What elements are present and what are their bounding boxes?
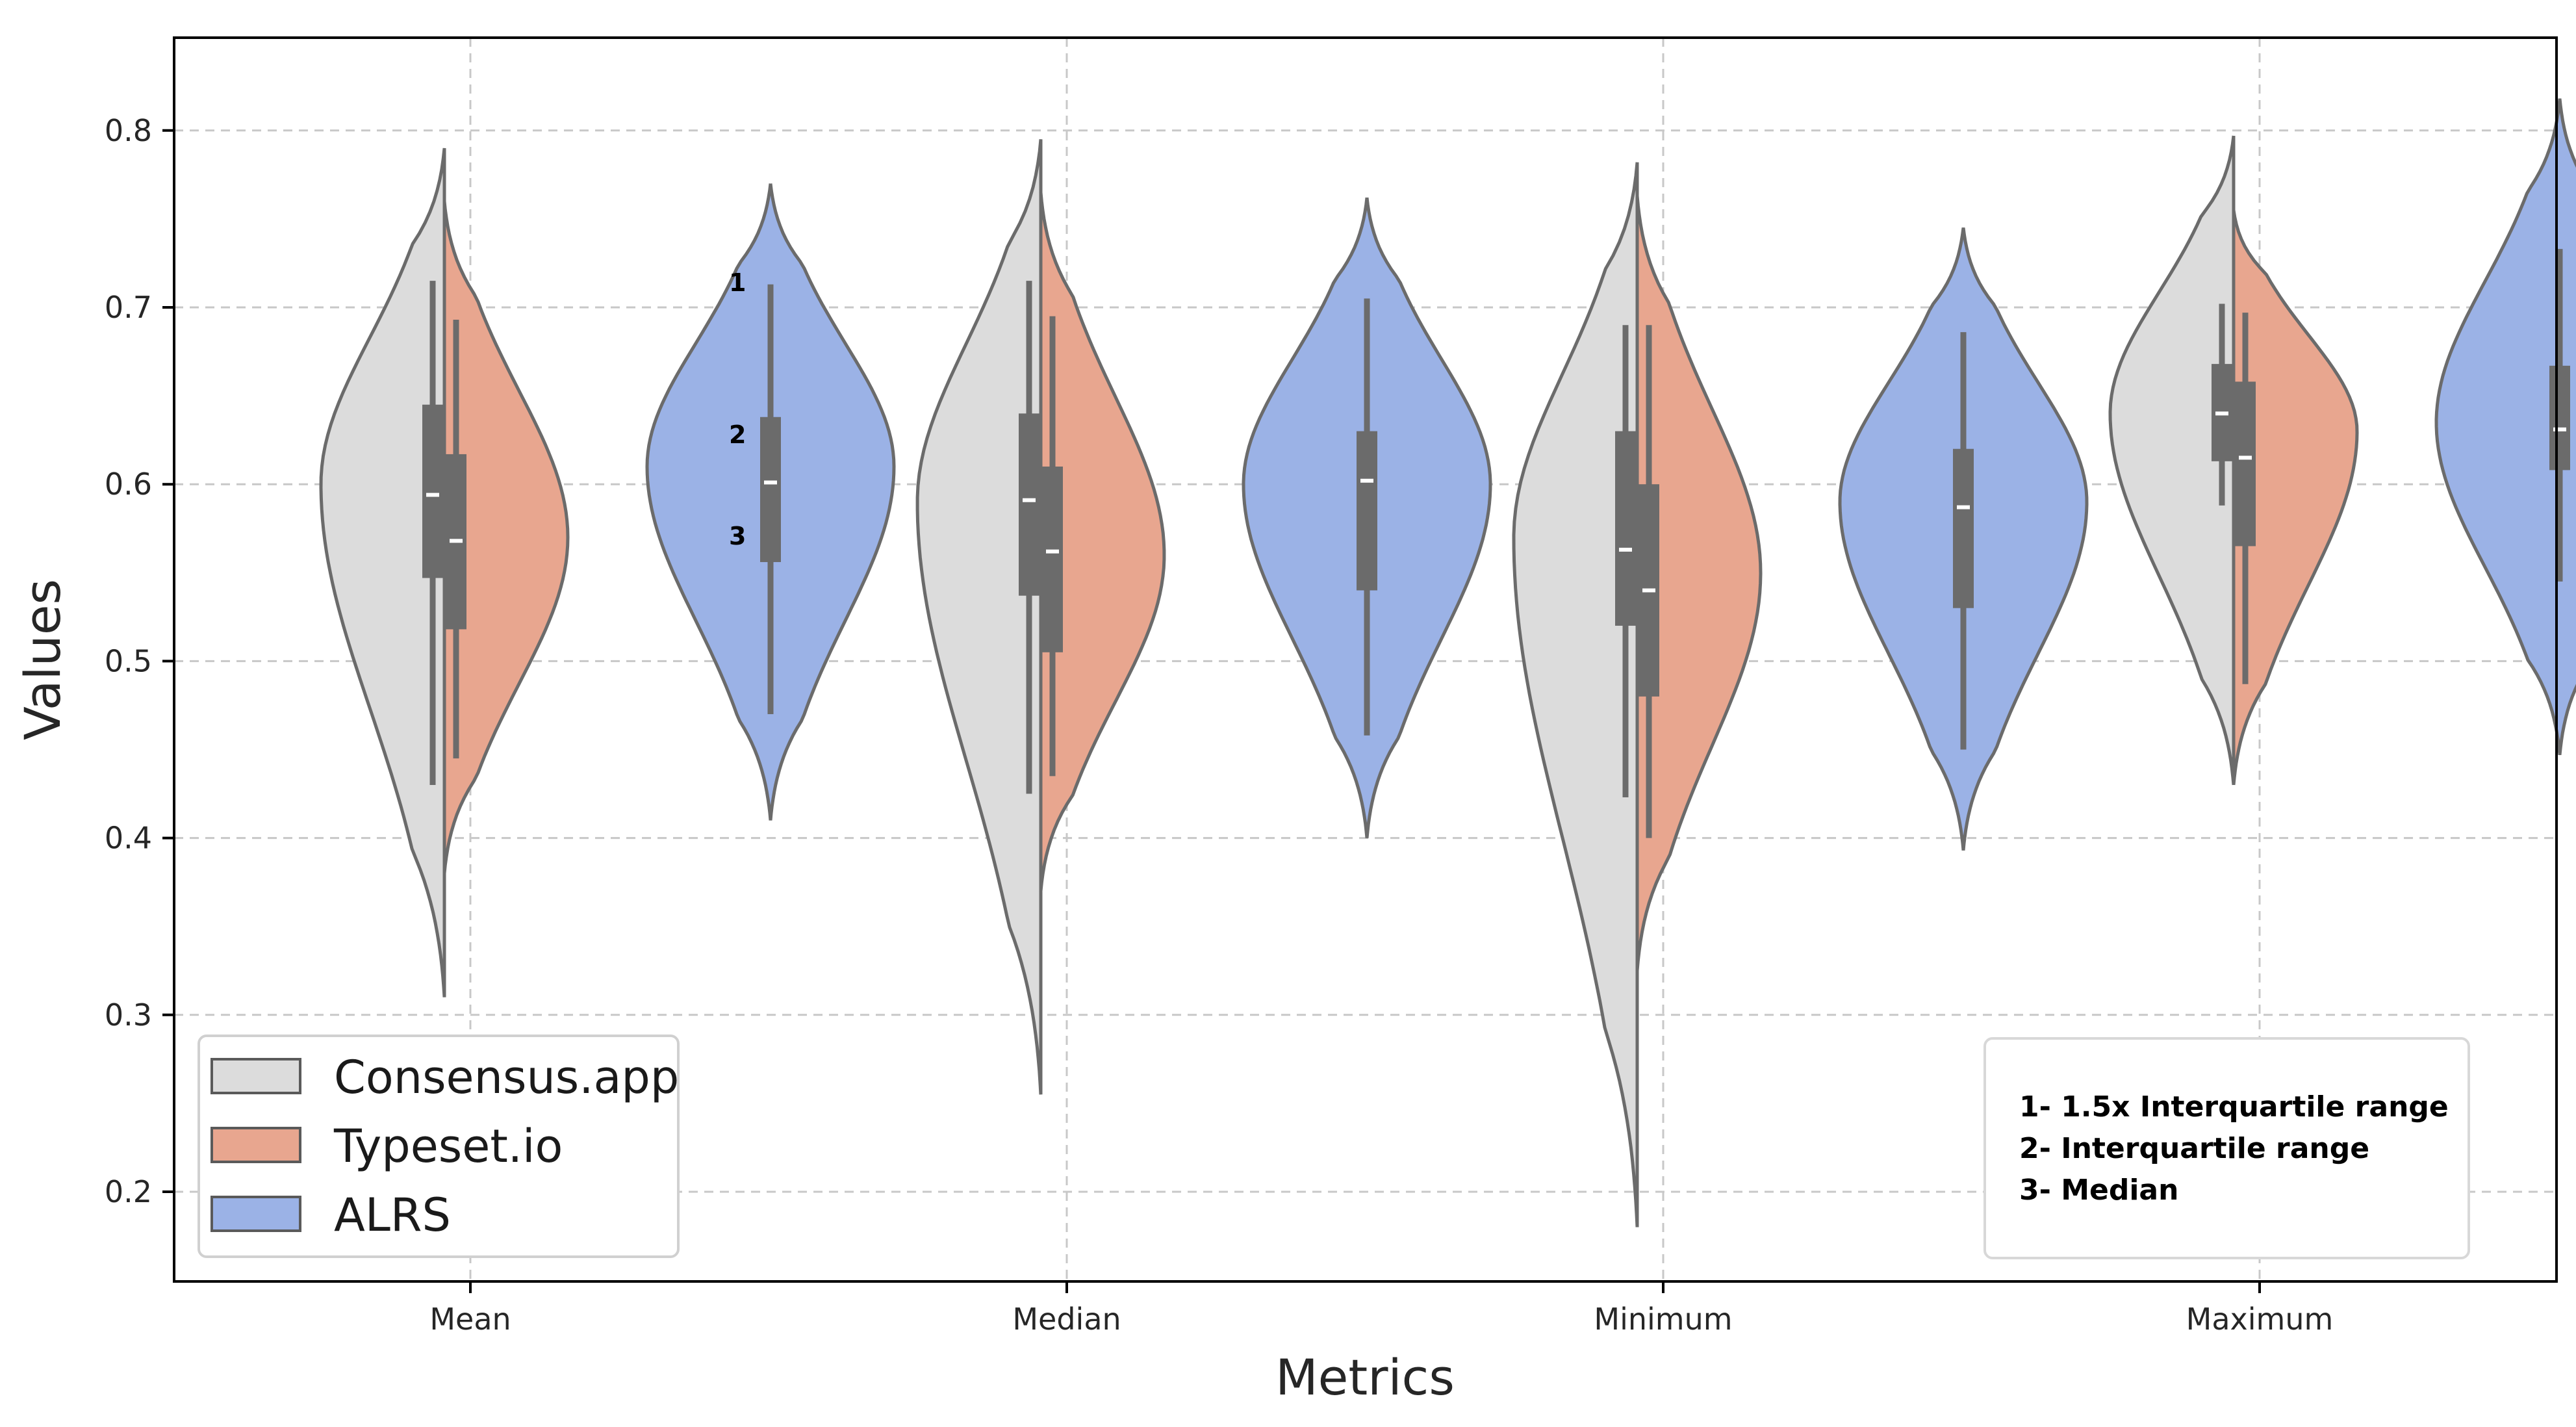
box-consensus-iqr-box bbox=[1615, 431, 1636, 626]
box-typeset-median-mark bbox=[2239, 456, 2252, 460]
legend-label-typeset: Typeset.io bbox=[333, 1120, 563, 1173]
note-1: 1- 1.5x Interquartile range bbox=[2019, 1090, 2449, 1124]
legend-label-consensus: Consensus.app bbox=[334, 1051, 679, 1104]
box-typeset-iqr-box bbox=[1042, 466, 1063, 652]
y-tick-label: 0.4 bbox=[105, 821, 152, 856]
legend-swatch-typeset bbox=[210, 1127, 301, 1163]
box-alrs-median-mark bbox=[1360, 478, 1373, 483]
box-typeset-median-mark bbox=[1642, 588, 1655, 593]
violin-group-minimum bbox=[1512, 162, 2089, 1228]
x-axis-title: Metrics bbox=[1275, 1348, 1455, 1406]
box-consensus-iqr-box bbox=[1019, 413, 1039, 596]
y-tick-label: 0.2 bbox=[105, 1174, 152, 1209]
violin-typeset bbox=[2232, 209, 2359, 786]
notes-frame bbox=[1983, 1037, 2470, 1259]
violins bbox=[319, 98, 2576, 1228]
plot-frame bbox=[173, 36, 2558, 1283]
box-alrs-median-mark bbox=[764, 480, 777, 485]
y-tick-label: 0.6 bbox=[105, 467, 152, 502]
violin-typeset bbox=[1039, 192, 1166, 892]
y-tick-label: 0.8 bbox=[105, 113, 152, 148]
box-alrs-median-mark bbox=[1957, 505, 1970, 509]
x-tick-label: Median bbox=[1012, 1302, 1121, 1337]
violin-consensus bbox=[2108, 135, 2236, 786]
violin-typeset bbox=[1635, 196, 1763, 971]
marker-3: 3 bbox=[729, 522, 746, 550]
box-consensus-iqr-box bbox=[422, 404, 443, 578]
box-alrs-median-mark bbox=[2553, 427, 2566, 431]
y-tick-label: 0.7 bbox=[105, 290, 152, 325]
violin-group-maximum bbox=[2108, 98, 2576, 786]
legend-label-alrs: ALRS bbox=[334, 1189, 451, 1242]
violin-group-median bbox=[915, 139, 1492, 1095]
box-consensus-median-mark bbox=[1023, 498, 1036, 502]
violin-typeset bbox=[442, 201, 570, 874]
box-alrs-iqr-box bbox=[2549, 365, 2570, 470]
violin-consensus bbox=[1512, 162, 1639, 1228]
notes-box: 1- 1.5x Interquartile range 2- Interquar… bbox=[1983, 1037, 2470, 1259]
note-2: 2- Interquartile range bbox=[2019, 1132, 2369, 1165]
violin-group-mean bbox=[319, 148, 896, 997]
violin-consensus bbox=[319, 148, 446, 997]
box-alrs-iqr-box bbox=[1953, 448, 1974, 608]
x-tick-label: Maximum bbox=[2186, 1302, 2334, 1337]
box-typeset-median-mark bbox=[450, 539, 463, 543]
legend-swatch-alrs bbox=[210, 1196, 301, 1232]
box-alrs-iqr-box bbox=[760, 417, 781, 562]
y-ticks: 0.2 0.3 0.4 0.5 0.6 0.7 0.8 bbox=[105, 113, 174, 1209]
legend-swatch-consensus bbox=[210, 1058, 301, 1094]
box-alrs-iqr-box bbox=[1357, 431, 1377, 591]
y-axis-title: Values bbox=[14, 579, 71, 740]
violin-alrs bbox=[2434, 98, 2576, 755]
box-consensus-median-mark bbox=[2215, 411, 2228, 416]
box-typeset-iqr-box bbox=[2235, 381, 2256, 546]
legend: Consensus.app Typeset.io ALRS bbox=[198, 1035, 680, 1258]
box-consensus-median-mark bbox=[1619, 547, 1632, 552]
violin-consensus bbox=[915, 139, 1043, 1095]
y-tick-label: 0.3 bbox=[105, 997, 152, 1033]
x-ticks: Mean Median Minimum Maximum bbox=[429, 1281, 2333, 1337]
marker-2: 2 bbox=[729, 420, 746, 449]
marker-1: 1 bbox=[729, 268, 746, 297]
box-typeset-median-mark bbox=[1046, 549, 1059, 554]
note-3: 3- Median bbox=[2019, 1174, 2178, 1207]
y-tick-label: 0.5 bbox=[105, 643, 152, 678]
x-tick-label: Mean bbox=[429, 1302, 511, 1337]
legend-frame bbox=[198, 1035, 680, 1258]
box-consensus-median-mark bbox=[426, 493, 439, 497]
x-tick-label: Minimum bbox=[1594, 1302, 1732, 1337]
